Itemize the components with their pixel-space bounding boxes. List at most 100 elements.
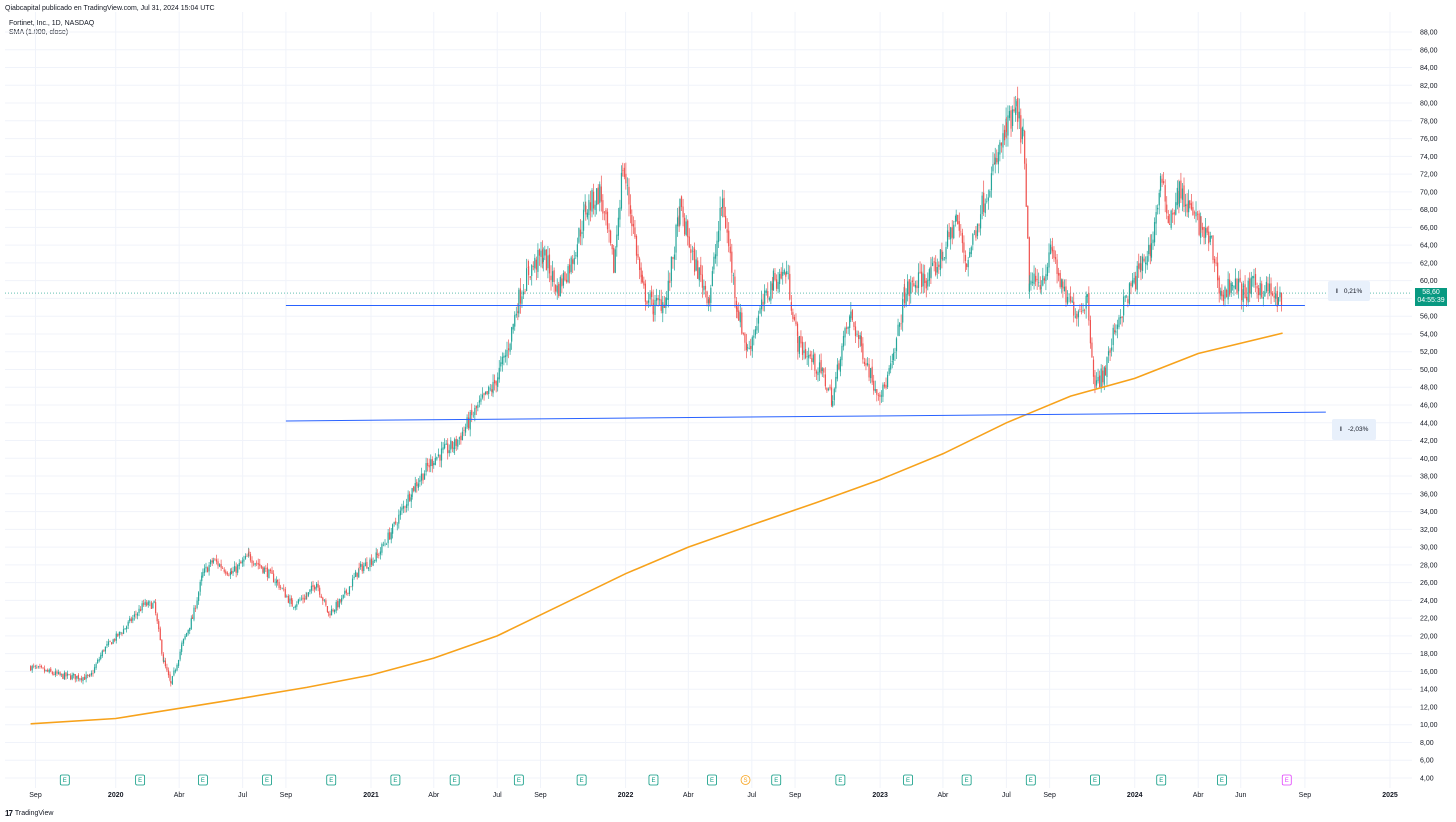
candle-body [989,191,991,197]
candle-body [399,510,401,516]
candle-body [877,395,879,396]
candle-body [953,224,955,239]
candle-body [1192,207,1194,216]
candle-body [945,247,947,260]
candle-body [518,289,520,314]
candle-body [745,342,748,351]
y-tick-label: 64,00 [1420,243,1438,250]
candle-body [211,560,213,563]
candle-body [892,352,894,361]
candle-body [1217,262,1219,281]
candle-body [453,447,455,450]
last-price-tag: 58,60 04:55:39 [1415,288,1447,306]
candle-body [1021,127,1023,140]
candle-body [259,563,261,566]
candle-body [1233,286,1235,288]
candle-body [1116,324,1119,329]
earnings-marker-label: E [517,778,521,784]
candle-body [347,592,349,594]
candle-body [820,360,822,373]
candle-body [585,205,587,215]
candle-body [222,568,224,569]
candle-body [307,592,309,596]
candle-body [556,285,558,293]
candle-body [1193,212,1196,214]
candle-body [246,555,248,557]
candle-body [217,561,219,566]
candle-body [564,272,566,281]
candle-body [1083,309,1086,311]
candle-body [806,356,808,357]
measure-label-upper[interactable]: I 0,21% [1328,281,1371,301]
candle-body [1258,287,1260,296]
candle-body [895,338,898,352]
candle-body [325,600,327,606]
candle-body [271,570,273,574]
candle-body [839,359,841,372]
candle-body [466,417,468,428]
candle-body [228,575,230,576]
candle-body [220,563,222,568]
symbol-line[interactable]: Fortinet, Inc., 1D, NASDAQ [9,20,95,27]
candle-body [1265,281,1267,292]
candle-body [1206,227,1208,233]
candle-body [223,569,225,572]
candle-body [1180,180,1182,199]
candle-body [396,524,398,526]
candle-body [445,443,447,445]
candle-body [244,556,247,559]
y-tick-label: 34,00 [1420,509,1438,516]
candle-body [1242,289,1244,302]
measure-icon: I [1340,426,1342,433]
candle-body [158,621,160,630]
candle-body [596,188,598,206]
candle-body [98,659,100,661]
y-tick-label: 54,00 [1420,331,1438,338]
candle-body [1077,311,1079,318]
candle-body [569,264,571,274]
tradingview-brand[interactable]: 17 TradingView [5,809,53,818]
candle-body [714,254,717,259]
candle-body [1056,259,1058,275]
candle-body [1215,262,1217,264]
candle-body [812,354,814,363]
trendline-support-lower [285,411,1326,422]
x-tick-label: 2022 [618,792,634,799]
candle-body [416,481,418,487]
candle-body [657,297,659,301]
candle-body [290,598,293,601]
candle-body [1196,213,1199,215]
candle-body [597,187,599,205]
candle-body [1198,213,1200,235]
candle-body [475,405,477,409]
candle-body [582,209,585,231]
candle-body [358,567,360,568]
candle-body [1061,279,1063,288]
candle-body [300,598,303,600]
candle-body [1139,263,1141,270]
candle-body [428,465,430,468]
candle-body [269,569,272,571]
x-tick-label: Abr [1193,792,1205,799]
candle-body [1158,192,1160,206]
candle-body [858,335,860,339]
candle-body [978,224,980,226]
candle-body [685,221,687,236]
candle-body [88,674,90,676]
candle-body [1058,272,1060,276]
candle-body [176,664,178,671]
candle-body [1076,313,1078,319]
candle-body [71,674,73,680]
candle-body [463,430,465,431]
candle-body [166,666,168,671]
candle-body [844,328,846,338]
candle-body [1092,359,1095,377]
candle-body [319,587,321,595]
measure-label-lower[interactable]: I -2,03% [1332,419,1377,440]
candle-body [960,231,962,233]
candle-body [477,404,479,408]
candle-body [152,603,154,609]
candle-body [335,602,337,611]
candle-body [1242,285,1245,287]
